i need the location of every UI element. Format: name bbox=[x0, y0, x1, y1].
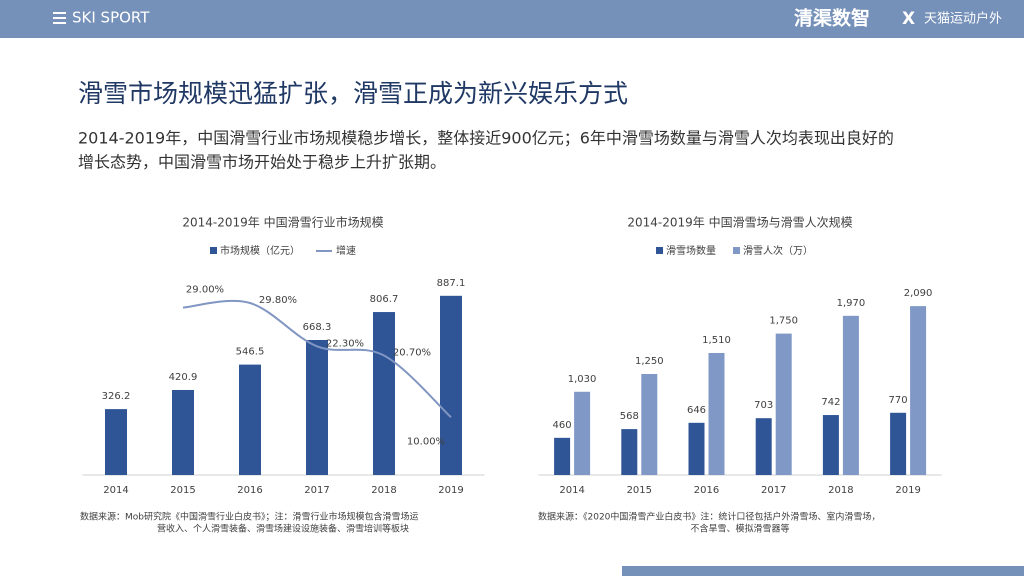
data-label: 1,250 bbox=[635, 356, 664, 367]
subtitle: 增长态势，中国滑雪市场开始处于稳步上升扩张期。 bbox=[78, 153, 446, 172]
partner-logo: 天猫运动户外 bbox=[924, 11, 1002, 27]
x-tick-label: 2019 bbox=[895, 485, 920, 496]
source-note: 数据来源：Mob研究院《中国滑雪行业白皮书》；注：滑雪行业市场规模包含滑雪场运 bbox=[80, 511, 419, 523]
subtitle: 2014-2019年，中国滑雪行业市场规模稳步增长，整体接近900亿元；6年中滑… bbox=[78, 129, 894, 148]
source-note: 营收入、个人滑雪装备、滑雪场建设设施装备、滑雪培训等板块 bbox=[157, 523, 409, 535]
bar bbox=[910, 306, 927, 475]
data-label: 1,510 bbox=[702, 335, 731, 346]
data-label: 770 bbox=[889, 395, 908, 406]
legend-label: 市场规模（亿元） bbox=[220, 244, 300, 257]
bar bbox=[755, 418, 772, 475]
legend-label: 滑雪人次（万） bbox=[743, 244, 813, 257]
slide-title: 滑雪市场规模迅猛扩张，滑雪正成为新兴娱乐方式 bbox=[78, 79, 628, 108]
bar bbox=[621, 429, 638, 475]
bar bbox=[105, 409, 127, 475]
bar bbox=[172, 389, 194, 475]
data-label: 10.00% bbox=[407, 436, 445, 447]
data-label: 1,970 bbox=[837, 298, 866, 309]
data-label: 742 bbox=[821, 397, 840, 408]
legend-label: 增速 bbox=[336, 244, 356, 257]
data-label: 2,090 bbox=[904, 288, 933, 299]
bar bbox=[775, 333, 792, 475]
separator: X bbox=[902, 9, 915, 29]
menu-icon bbox=[53, 12, 66, 24]
x-tick-label: 2018 bbox=[828, 485, 853, 496]
data-label: 703 bbox=[754, 400, 773, 411]
brand: SKI SPORT bbox=[72, 9, 150, 27]
chart-title: 2014-2019年 中国滑雪场与滑雪人次规模 bbox=[627, 215, 852, 230]
data-label: 29.00% bbox=[186, 285, 224, 296]
data-label: 546.5 bbox=[236, 347, 265, 358]
x-tick-label: 2018 bbox=[371, 485, 396, 496]
x-tick-label: 2017 bbox=[761, 485, 786, 496]
bar bbox=[688, 422, 705, 475]
bar bbox=[708, 352, 725, 475]
data-label: 568 bbox=[620, 411, 639, 422]
x-tick-label: 2015 bbox=[627, 485, 652, 496]
data-label: 806.7 bbox=[370, 294, 399, 305]
x-tick-label: 2015 bbox=[170, 485, 195, 496]
data-label: 668.3 bbox=[303, 322, 332, 333]
footer-strip bbox=[622, 566, 1024, 576]
top-bar bbox=[0, 0, 1024, 38]
growth-line bbox=[182, 299, 452, 419]
data-label: 29.80% bbox=[259, 295, 297, 306]
data-label: 460 bbox=[553, 420, 572, 431]
legend-label: 滑雪场数量 bbox=[666, 244, 716, 257]
data-label: 22.30% bbox=[326, 338, 364, 349]
x-tick-label: 2016 bbox=[694, 485, 719, 496]
data-label: 20.70% bbox=[393, 348, 431, 359]
bar bbox=[239, 364, 261, 475]
x-tick-label: 2014 bbox=[103, 485, 128, 496]
bar bbox=[373, 312, 395, 475]
x-tick-label: 2017 bbox=[304, 485, 329, 496]
bar bbox=[822, 415, 839, 475]
source-note: 不含旱雪、模拟滑雪器等 bbox=[690, 523, 789, 535]
data-label: 887.1 bbox=[437, 278, 466, 289]
legend-swatch bbox=[656, 247, 663, 254]
bar bbox=[306, 340, 328, 475]
legend-swatch bbox=[733, 247, 740, 254]
bar bbox=[890, 412, 907, 475]
x-tick-label: 2019 bbox=[438, 485, 463, 496]
bar bbox=[641, 374, 658, 475]
data-label: 1,030 bbox=[568, 374, 597, 385]
data-label: 1,750 bbox=[769, 316, 798, 327]
bar bbox=[440, 295, 462, 475]
chart-title: 2014-2019年 中国滑雪行业市场规模 bbox=[182, 215, 383, 230]
legend-swatch bbox=[210, 247, 217, 254]
data-label: 420.9 bbox=[169, 372, 198, 383]
bar bbox=[554, 437, 571, 475]
x-tick-label: 2014 bbox=[559, 485, 584, 496]
x-tick-label: 2016 bbox=[237, 485, 262, 496]
bar bbox=[574, 391, 591, 475]
data-label: 646 bbox=[687, 405, 706, 416]
data-label: 326.2 bbox=[102, 391, 131, 402]
bar bbox=[842, 315, 859, 475]
source-note: 数据来源：《2020中国滑雪产业白皮书》注：统计口径包括户外滑雪场、室内滑雪场， bbox=[538, 511, 880, 523]
partner-logo: 清渠数智 bbox=[794, 7, 870, 30]
